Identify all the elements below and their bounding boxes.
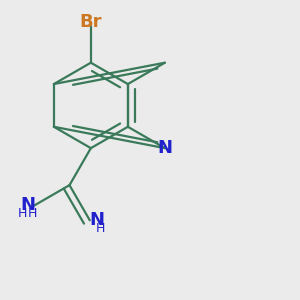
Text: Br: Br [80, 13, 102, 31]
Text: N: N [20, 196, 35, 214]
Text: N: N [89, 211, 104, 229]
Text: H: H [28, 207, 37, 220]
Text: N: N [158, 139, 172, 157]
Text: H: H [18, 207, 27, 220]
Text: H: H [96, 222, 106, 235]
